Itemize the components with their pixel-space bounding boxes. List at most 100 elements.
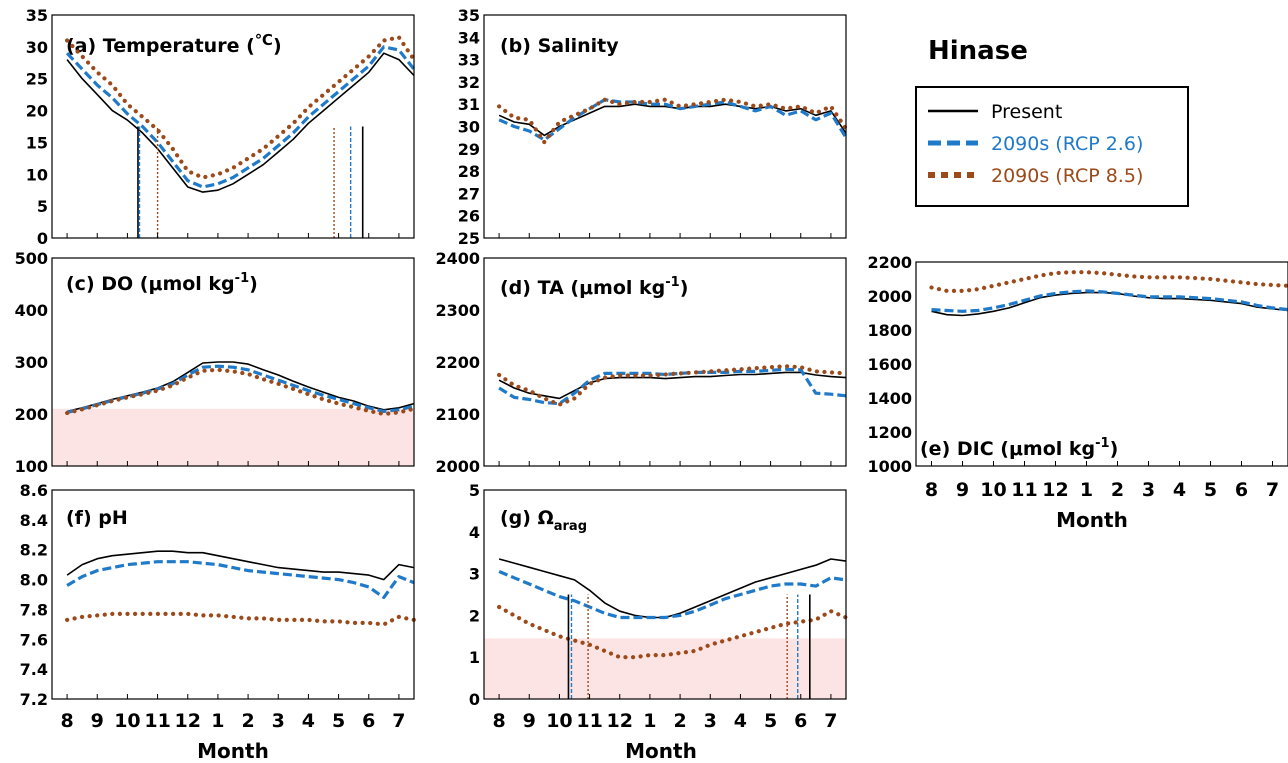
- panel-f-title: (f) pH: [66, 507, 128, 529]
- series-present-a: [66, 52, 415, 193]
- month-label-mid-4: 12: [607, 710, 633, 732]
- month-label-mid-3: 11: [576, 710, 602, 732]
- panel-c-do: (c) DO (μmol kg-1) 100 200 300 400 500: [15, 249, 417, 476]
- panel-d-title: (d) TA (μmol kg-1): [500, 275, 688, 299]
- panel-d-ta: (d) TA (μmol kg-1) 2000 2100 2200 2300 2400: [435, 249, 849, 476]
- y-tick-label-c-2: 300: [15, 353, 48, 372]
- panel-g-omega-arag: (g) Ωarag 0 1 2 3 4 5: [469, 481, 849, 709]
- panel-a-temperature: (a) Temperature (℃) 0 5 10 15 20 25 30 35: [26, 6, 417, 248]
- y-tick-label-b-1: 26: [458, 207, 480, 226]
- y-tick-label-a-5: 25: [26, 70, 48, 89]
- y-tick-label-b-10: 35: [458, 6, 480, 25]
- panel-c-title: (c) DO (μmol kg-1): [66, 271, 258, 295]
- x-axis-label-left: Month: [197, 739, 269, 763]
- y-tick-label-b-3: 28: [458, 162, 480, 181]
- month-label-mid-7: 3: [704, 710, 717, 732]
- legend-label-rcp26: 2090s (RCP 2.6): [991, 133, 1143, 155]
- month-label-right-7: 3: [1142, 479, 1155, 501]
- month-label-right-11: 7: [1266, 479, 1279, 501]
- y-tick-label-b-8: 33: [458, 51, 480, 70]
- y-tick-label-e-0: 1000: [867, 457, 912, 476]
- series-rcp26-a: [65, 45, 416, 189]
- y-tick-label-a-4: 20: [26, 102, 48, 121]
- legend-label-present: Present: [991, 101, 1062, 123]
- month-label-mid-8: 4: [734, 710, 747, 732]
- y-tick-label-g-4: 4: [469, 523, 480, 542]
- series-rcp85-f: [64, 611, 417, 627]
- month-axis-left: 8 9 10 11 12 1 2 3 4 5 6 7: [60, 710, 405, 732]
- series-present-d: [498, 371, 847, 400]
- month-label-right-4: 12: [1042, 479, 1068, 501]
- y-tick-label-c-4: 500: [15, 249, 48, 268]
- y-tick-label-c-0: 100: [15, 457, 48, 476]
- y-tick-label-c-1: 200: [15, 405, 48, 424]
- y-tick-label-d-3: 2300: [435, 301, 480, 320]
- plot-frame-f: [51, 489, 415, 700]
- series-present-c: [66, 361, 415, 413]
- series-rcp85-e: [929, 270, 1288, 293]
- threshold-shade-c: [52, 408, 414, 466]
- y-tick-label-b-6: 31: [458, 95, 480, 114]
- month-label-left-1: 9: [91, 710, 104, 732]
- month-label-right-6: 2: [1111, 479, 1124, 501]
- y-tick-label-g-5: 5: [469, 481, 480, 500]
- panel-e-dic: (e) DIC (μmol kg-1) 1000 1200 1400 1600 1800…: [867, 253, 1288, 476]
- x-axis-label-right: Month: [1056, 508, 1128, 532]
- y-tick-label-f-7: 8.6: [20, 481, 48, 500]
- series-rcp85-b: [497, 97, 849, 145]
- y-tick-label-e-4: 1800: [867, 321, 912, 340]
- month-label-right-9: 5: [1204, 479, 1217, 501]
- y-tick-label-a-6: 30: [26, 38, 48, 57]
- month-label-right-8: 4: [1173, 479, 1186, 501]
- month-label-left-11: 7: [392, 710, 405, 732]
- plot-frame-a: [51, 14, 415, 239]
- series-rcp85-g: [497, 604, 849, 660]
- plot-frame-e: [915, 261, 1288, 467]
- plot-frame-g: [483, 489, 847, 700]
- y-tick-label-d-4: 2400: [435, 249, 480, 268]
- month-label-mid-5: 1: [643, 710, 656, 732]
- y-tick-label-d-1: 2100: [435, 405, 480, 424]
- month-label-left-4: 12: [175, 710, 201, 732]
- y-tick-label-b-7: 32: [458, 73, 480, 92]
- series-rcp85-c: [64, 367, 417, 417]
- month-label-left-2: 10: [114, 710, 140, 732]
- y-tick-label-b-4: 29: [458, 140, 480, 159]
- y-tick-label-a-3: 15: [26, 133, 48, 152]
- month-label-left-5: 1: [211, 710, 224, 732]
- y-tick-label-c-3: 400: [15, 301, 48, 320]
- legend-box: [915, 86, 1189, 207]
- month-label-mid-11: 7: [824, 710, 837, 732]
- plot-frame-b: [483, 14, 847, 239]
- month-label-left-10: 6: [362, 710, 375, 732]
- x-axis-label-middle: Month: [625, 739, 697, 763]
- month-label-right-2: 10: [980, 479, 1006, 501]
- panel-e-title: (e) DIC (μmol kg-1): [920, 436, 1118, 460]
- y-tick-label-g-3: 3: [469, 565, 480, 584]
- series-rcp26-e: [931, 289, 1288, 313]
- y-tick-label-a-2: 10: [26, 165, 48, 184]
- month-label-right-5: 1: [1080, 479, 1093, 501]
- panel-f-ph: (f) pH 7.2 7.4 7.6 7.8 8.0 8.2 8.4 8.6: [20, 481, 417, 709]
- y-tick-label-a-1: 5: [37, 197, 48, 216]
- plot-frame-c: [51, 257, 415, 467]
- month-label-mid-6: 2: [673, 710, 686, 732]
- y-tick-label-a-7: 35: [26, 6, 48, 25]
- y-tick-label-e-3: 1600: [867, 355, 912, 374]
- series-present-e: [931, 291, 1288, 317]
- month-label-left-0: 8: [60, 710, 73, 732]
- y-tick-label-b-0: 25: [458, 229, 480, 248]
- series-rcp26-b: [498, 98, 848, 142]
- y-tick-label-f-0: 7.2: [20, 690, 48, 709]
- panel-b-title: (b) Salinity: [500, 35, 619, 57]
- y-tick-label-f-1: 7.4: [20, 660, 48, 679]
- y-tick-label-e-6: 2200: [867, 253, 912, 272]
- y-tick-label-f-3: 7.8: [20, 600, 48, 619]
- y-tick-label-f-4: 8.0: [20, 571, 48, 590]
- series-rcp26-f: [66, 560, 415, 600]
- y-tick-label-f-5: 8.2: [20, 541, 48, 560]
- y-tick-label-d-0: 2000: [435, 457, 480, 476]
- series-present-f: [66, 550, 415, 581]
- y-tick-label-b-9: 34: [458, 28, 480, 47]
